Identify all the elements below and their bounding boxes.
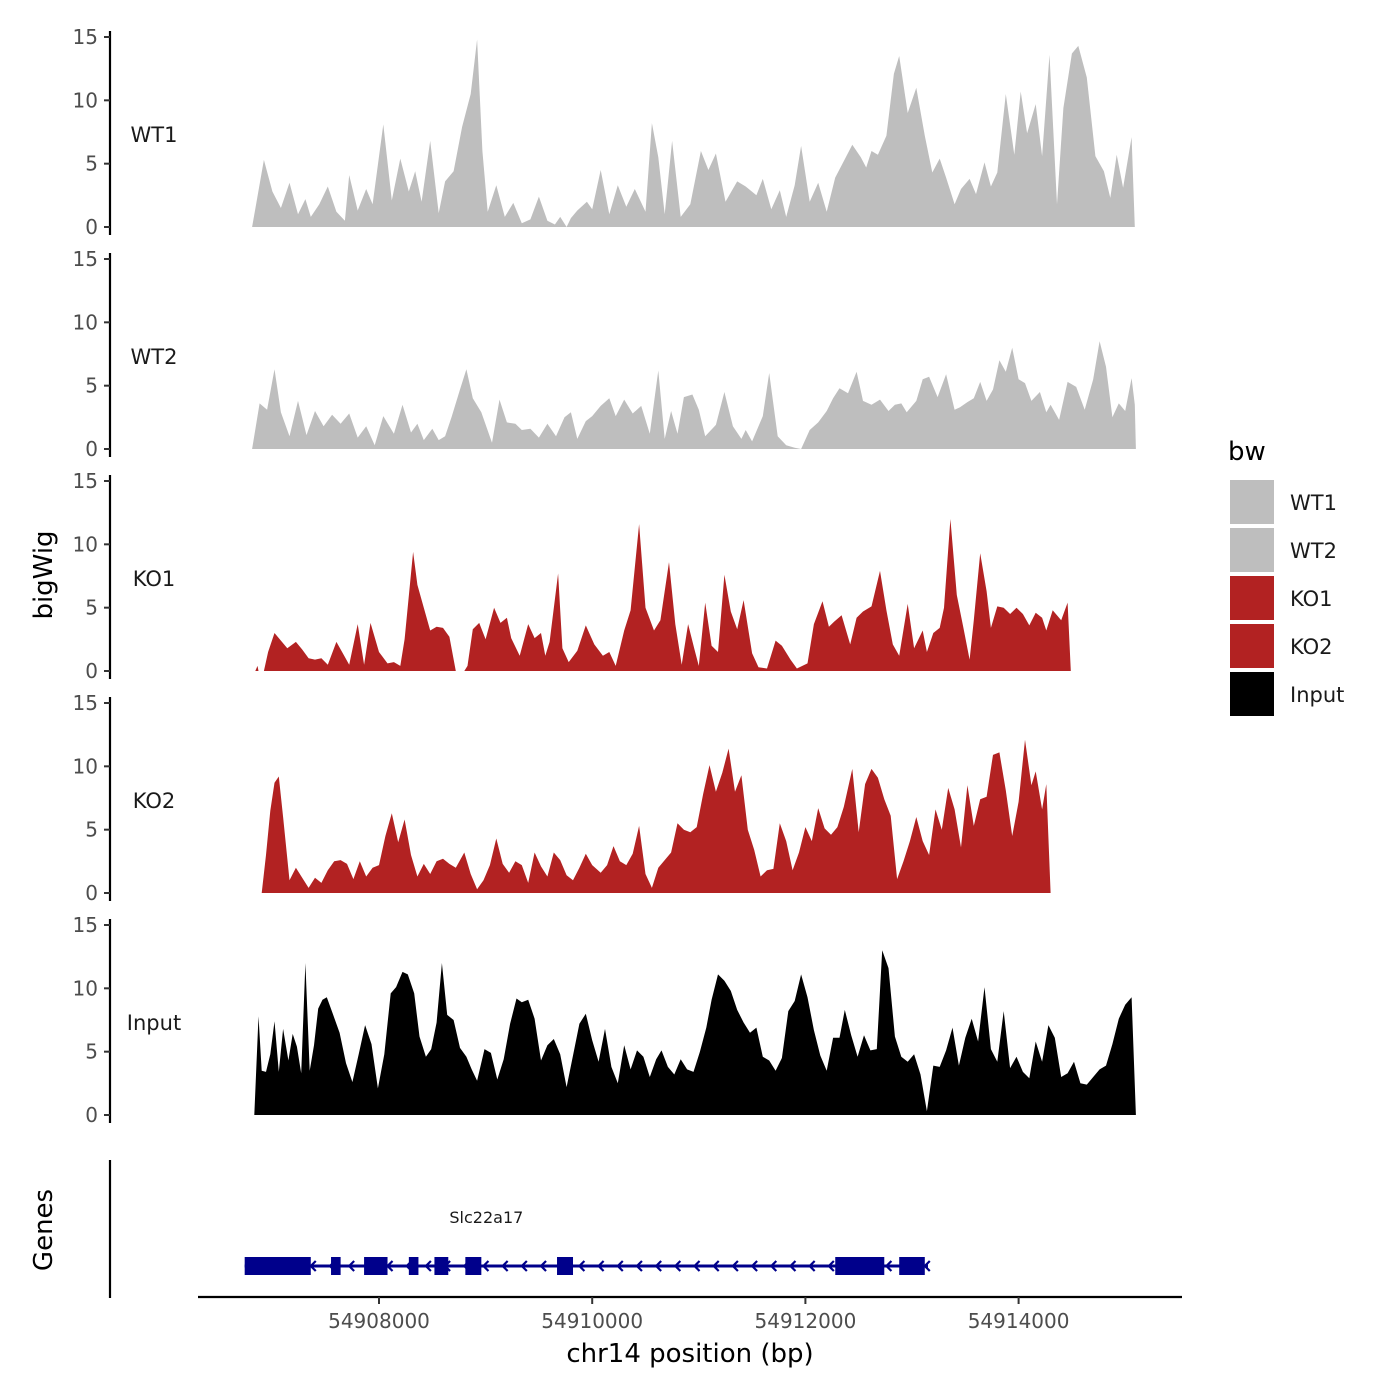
gene-panel: Slc22a17 [108, 1160, 931, 1298]
y-tick-label: 5 [85, 152, 98, 176]
legend-title: bw [1228, 437, 1266, 467]
y-tick-label: 10 [73, 754, 98, 778]
x-tick-label: 54912000 [755, 1309, 857, 1333]
y-axis-title: bigWig [29, 530, 59, 619]
genes-axis-title: Genes [29, 1189, 59, 1271]
track-input: 0 5 10 15 Input [73, 913, 1136, 1127]
strand-arrow [520, 1260, 528, 1272]
x-axis-title: chr14 position (bp) [566, 1339, 813, 1369]
legend-label-wt2: WT2 [1290, 539, 1337, 563]
strand-arrow [731, 1260, 739, 1272]
strand-arrow [884, 1260, 893, 1272]
x-tick-label: 54914000 [968, 1309, 1070, 1333]
strand-arrow [635, 1260, 643, 1272]
legend-key-ko2 [1230, 624, 1274, 668]
strand-arrow [597, 1260, 605, 1272]
legend-label-wt1: WT1 [1290, 491, 1337, 515]
legend-label-ko1: KO1 [1290, 587, 1333, 611]
y-tick-label: 15 [73, 913, 98, 937]
strand-arrow [501, 1260, 509, 1272]
track-label: WT1 [131, 123, 178, 147]
legend-key-wt1 [1230, 480, 1274, 524]
strand-arrow [673, 1260, 682, 1272]
area-wt1 [252, 39, 1135, 227]
exon [434, 1257, 449, 1275]
track-label: KO2 [133, 789, 176, 813]
strand-arrow [788, 1260, 797, 1272]
exon [364, 1257, 388, 1275]
exon [557, 1257, 574, 1275]
y-tick-label: 0 [85, 881, 98, 905]
strand-arrow [712, 1260, 720, 1272]
strand-arrow [616, 1260, 624, 1272]
exon [899, 1257, 925, 1275]
legend: bw WT1 WT2 KO1 KO2 Input [1228, 437, 1344, 716]
strand-arrow [827, 1260, 835, 1272]
legend-key-input [1230, 672, 1274, 716]
y-tick-label: 10 [73, 532, 98, 556]
strand-arrow [750, 1260, 758, 1272]
legend-key-ko1 [1230, 576, 1274, 620]
y-tick-label: 0 [85, 659, 98, 683]
y-tick-label: 0 [85, 215, 98, 239]
exon [408, 1257, 419, 1275]
y-tick-label: 10 [73, 976, 98, 1000]
strand-arrow [692, 1260, 701, 1272]
strand-arrow [808, 1260, 816, 1272]
track-label: KO1 [133, 567, 176, 591]
strand-arrow [481, 1260, 490, 1272]
exon [465, 1257, 482, 1275]
area-ko2 [261, 739, 1051, 893]
strand-arrow [385, 1260, 394, 1272]
y-tick-label: 10 [73, 88, 98, 112]
strand-arrow [577, 1260, 586, 1272]
x-tick-label: 54908000 [328, 1309, 430, 1333]
track-ko2: 0 5 10 15 KO2 [73, 691, 1051, 905]
strand-arrow [539, 1260, 547, 1272]
area-input [254, 950, 1136, 1115]
y-tick-label: 0 [85, 1103, 98, 1127]
y-tick-label: 15 [73, 691, 98, 715]
y-tick-label: 5 [85, 374, 98, 398]
gene-label: Slc22a17 [449, 1208, 523, 1227]
y-tick-label: 10 [73, 310, 98, 334]
strand-arrow [424, 1260, 432, 1272]
legend-key-wt2 [1230, 528, 1274, 572]
legend-label-ko2: KO2 [1290, 635, 1333, 659]
track-label: Input [127, 1011, 181, 1035]
strand-arrow [347, 1260, 355, 1272]
y-tick-label: 15 [73, 25, 98, 49]
area-wt2 [252, 341, 1136, 449]
strand-arrow [654, 1260, 662, 1272]
y-tick-label: 0 [85, 437, 98, 461]
y-tick-label: 5 [85, 818, 98, 842]
y-tick-label: 15 [73, 469, 98, 493]
legend-label-input: Input [1290, 683, 1344, 707]
track-panels: 0 5 10 15 WT1 0 5 10 15 WT2 0 5 10 15 KO1 0 5 10 15 KO2 0 5 10… [73, 25, 1136, 1127]
x-tick-label: 54910000 [541, 1309, 643, 1333]
y-tick-label: 5 [85, 1040, 98, 1064]
track-ko1: 0 5 10 15 KO1 [73, 469, 1071, 683]
exon [331, 1257, 341, 1275]
exon [244, 1257, 311, 1275]
track-label: WT2 [131, 345, 178, 369]
exon [835, 1257, 885, 1275]
x-axis: 54908000 54910000 54912000 54914000 [198, 1295, 1182, 1333]
track-wt2: 0 5 10 15 WT2 [73, 247, 1136, 461]
area-ko1 [255, 519, 1071, 671]
strand-arrow [769, 1260, 778, 1272]
y-tick-label: 15 [73, 247, 98, 271]
track-wt1: 0 5 10 15 WT1 [73, 25, 1135, 239]
y-tick-label: 5 [85, 596, 98, 620]
